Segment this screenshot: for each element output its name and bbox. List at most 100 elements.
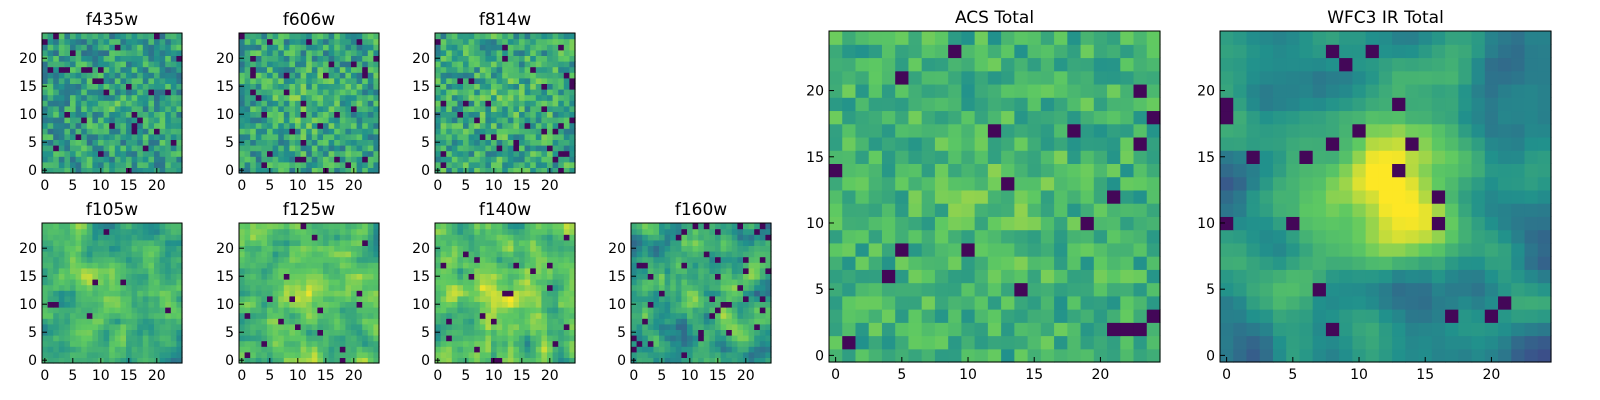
pixel-cell bbox=[356, 72, 363, 79]
pixel-cell bbox=[440, 33, 447, 40]
pixel-cell bbox=[535, 346, 542, 353]
pixel-cell bbox=[239, 122, 246, 129]
pixel-cell bbox=[176, 145, 183, 152]
pixel-cell bbox=[334, 284, 341, 291]
pixel-cell bbox=[881, 335, 896, 350]
pixel-cell bbox=[272, 273, 279, 280]
pixel-cell bbox=[479, 33, 486, 40]
pixel-cell bbox=[535, 284, 542, 291]
pixel-cell bbox=[114, 267, 121, 274]
pixel-cell bbox=[261, 312, 268, 319]
pixel-cell bbox=[295, 351, 302, 358]
pixel-cell bbox=[103, 245, 110, 252]
pixel-cell bbox=[474, 346, 481, 353]
pixel-cell bbox=[457, 262, 464, 269]
y-tick-label: 20 bbox=[608, 241, 626, 257]
pixel-cell bbox=[239, 100, 246, 107]
pixel-cell bbox=[159, 228, 166, 235]
pixel-cell bbox=[170, 318, 177, 325]
pixel-cell bbox=[507, 318, 514, 325]
pixel-cell bbox=[289, 239, 296, 246]
pixel-cell bbox=[98, 61, 105, 68]
pixel-cell bbox=[1107, 242, 1121, 257]
pixel-cell bbox=[502, 77, 509, 84]
pixel-cell bbox=[148, 139, 155, 146]
pixel-cell bbox=[535, 33, 542, 40]
pixel-cell bbox=[289, 72, 296, 79]
x-tick-label: 20 bbox=[345, 368, 363, 384]
pixel-cell bbox=[267, 61, 274, 68]
pixel-cell bbox=[86, 38, 93, 45]
pixel-cell bbox=[120, 340, 127, 347]
pixel-cell bbox=[496, 318, 503, 325]
pixel-cell bbox=[109, 329, 116, 336]
pixel-cell bbox=[541, 100, 548, 107]
pixel-cell bbox=[317, 318, 324, 325]
pixel-cell bbox=[362, 351, 369, 358]
pixel-cell bbox=[552, 145, 559, 152]
pixel-cell bbox=[311, 351, 318, 358]
pixel-cell bbox=[109, 38, 116, 45]
pixel-cell bbox=[491, 83, 498, 90]
pixel-cell bbox=[974, 216, 989, 231]
pixel-cell bbox=[530, 100, 537, 107]
pixel-cell bbox=[547, 161, 554, 168]
pixel-cell bbox=[737, 234, 744, 241]
pixel-cell bbox=[642, 279, 649, 286]
pixel-cell bbox=[272, 295, 279, 302]
pixel-cell bbox=[855, 216, 870, 231]
pixel-cell bbox=[457, 100, 464, 107]
pixel-cell bbox=[881, 123, 896, 138]
pixel-cell bbox=[1093, 189, 1108, 204]
pixel-cell bbox=[451, 83, 458, 90]
pixel-cell bbox=[170, 105, 177, 112]
pixel-cell bbox=[1054, 282, 1068, 297]
pixel-cell bbox=[159, 156, 166, 163]
pixel-cell bbox=[137, 128, 144, 135]
pixel-cell bbox=[250, 251, 257, 258]
pixel-cell bbox=[239, 318, 246, 325]
pixel-cell bbox=[829, 269, 843, 284]
pixel-cell bbox=[519, 139, 526, 146]
pixel-cell bbox=[535, 323, 542, 330]
pixel-cell bbox=[1093, 229, 1108, 244]
pixel-cell bbox=[244, 251, 251, 258]
pixel-cell bbox=[987, 150, 1002, 164]
pixel-cell bbox=[743, 223, 750, 230]
pixel-cell bbox=[479, 335, 486, 342]
pixel-cell bbox=[491, 335, 498, 342]
pixel-cell bbox=[250, 340, 257, 347]
pixel-cell bbox=[987, 189, 1002, 204]
pixel-cell bbox=[345, 150, 352, 157]
pixel-cell bbox=[479, 133, 486, 140]
pixel-cell bbox=[47, 223, 54, 230]
pixel-cell bbox=[715, 234, 722, 241]
pixel-cell bbox=[272, 239, 279, 246]
pixel-cell bbox=[446, 83, 453, 90]
pixel-cell bbox=[541, 329, 548, 336]
pixel-cell bbox=[457, 273, 464, 280]
pixel-cell bbox=[675, 251, 682, 258]
pixel-cell bbox=[563, 38, 570, 45]
pixel-cell bbox=[463, 83, 470, 90]
pixel-cell bbox=[948, 123, 962, 138]
pixel-cell bbox=[120, 105, 127, 112]
pixel-cell bbox=[908, 242, 923, 257]
pixel-cell bbox=[1027, 163, 1042, 178]
pixel-cell bbox=[440, 251, 447, 258]
pixel-cell bbox=[103, 323, 110, 330]
pixel-cell bbox=[535, 66, 542, 73]
pixel-cell bbox=[435, 251, 442, 258]
pixel-cell bbox=[114, 279, 121, 286]
pixel-cell bbox=[120, 245, 127, 252]
pixel-cell bbox=[103, 161, 110, 168]
pixel-cell bbox=[636, 307, 643, 314]
pixel-cell bbox=[86, 61, 93, 68]
pixel-cell bbox=[165, 239, 172, 246]
pixel-cell bbox=[70, 122, 77, 129]
pixel-cell bbox=[367, 122, 374, 129]
pixel-cell bbox=[70, 223, 77, 230]
pixel-cell bbox=[563, 122, 570, 129]
pixel-cell bbox=[362, 279, 369, 286]
pixel-cell bbox=[154, 335, 161, 342]
